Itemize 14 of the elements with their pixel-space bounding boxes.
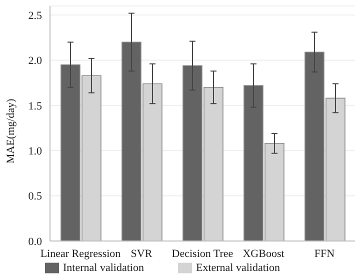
x-tick-label: XGBoost bbox=[242, 248, 284, 260]
x-tick-label: SVR bbox=[130, 248, 153, 260]
y-tick-label: 2.5 bbox=[28, 10, 42, 22]
x-tick-label: FFN bbox=[314, 248, 335, 260]
legend-label: Internal validation bbox=[63, 262, 144, 274]
y-tick-label: 2.0 bbox=[28, 55, 42, 68]
y-axis-title: MAE(mg/day) bbox=[4, 98, 17, 164]
x-tick-label: Decision Tree bbox=[172, 248, 234, 260]
y-tick-label: 0.0 bbox=[28, 236, 42, 248]
y-tick-label: 1.0 bbox=[28, 146, 42, 158]
y-tick-label: 1.5 bbox=[28, 100, 42, 112]
x-tick-label: Linear Regression bbox=[40, 248, 122, 260]
legend-label: External validation bbox=[196, 262, 280, 274]
y-tick-label: 0.5 bbox=[28, 190, 42, 203]
